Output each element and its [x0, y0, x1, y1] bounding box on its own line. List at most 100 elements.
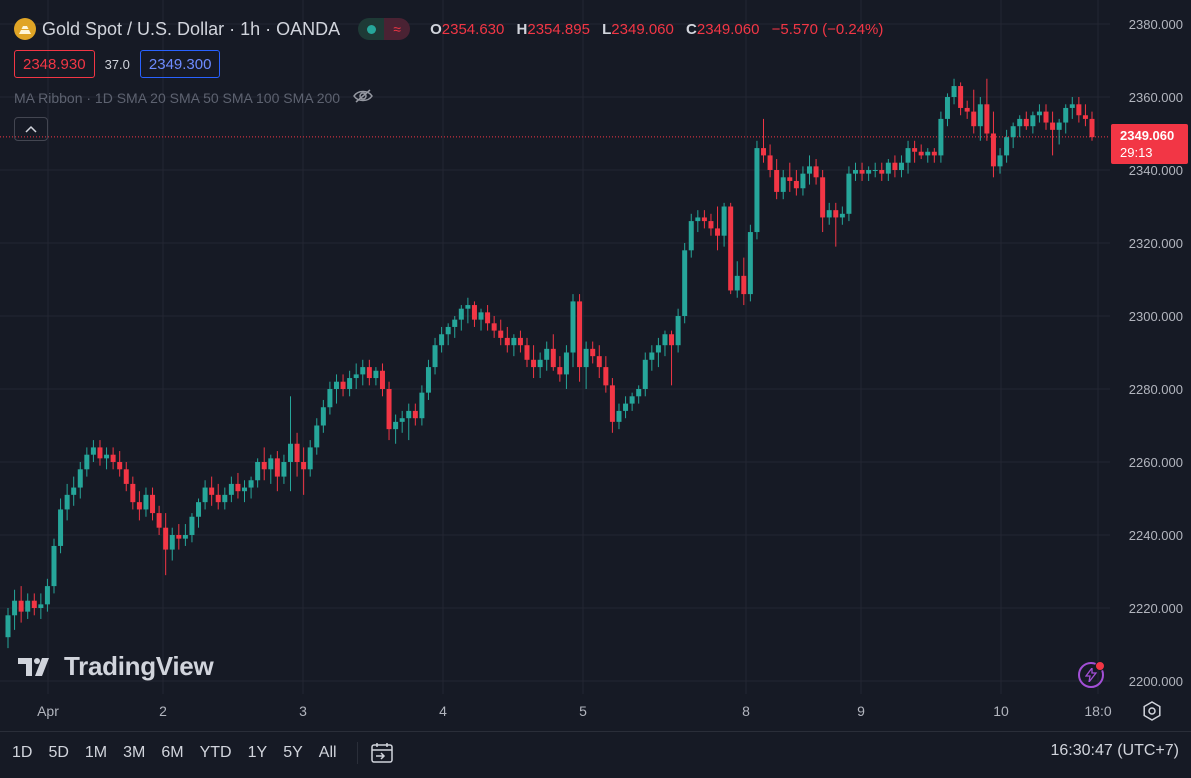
- candle-up: [314, 418, 320, 455]
- candle-down: [491, 316, 497, 338]
- range-1d-button[interactable]: 1D: [12, 744, 33, 761]
- chart-settings-button[interactable]: [1141, 700, 1163, 727]
- candle-up: [800, 166, 806, 196]
- candle-down: [123, 462, 129, 492]
- candle-up: [373, 367, 379, 386]
- range-5y-button[interactable]: 5Y: [283, 744, 303, 761]
- candle-up: [649, 345, 655, 371]
- candle-down: [669, 330, 675, 386]
- candle-up: [38, 593, 44, 619]
- price-tick-label: 2260.000: [1129, 455, 1183, 470]
- candle-up: [511, 334, 517, 357]
- gold-symbol-icon[interactable]: [14, 18, 36, 40]
- candle-down: [1023, 111, 1029, 130]
- candle-down: [728, 202, 734, 295]
- range-all-button[interactable]: All: [318, 744, 337, 761]
- candle-up: [721, 202, 727, 247]
- candle-up: [977, 97, 983, 141]
- candle-down: [984, 78, 990, 141]
- range-5d-button[interactable]: 5D: [48, 744, 69, 761]
- indicator-label: MA Ribbon · 1D SMA 20 SMA 50 SMA 100 SMA…: [14, 89, 341, 106]
- candle-up: [636, 385, 642, 404]
- candle-down: [1089, 111, 1095, 141]
- market-open-icon: [358, 18, 385, 40]
- candle-down: [235, 472, 241, 499]
- data-delay-icon: ≈: [384, 18, 411, 40]
- candle-up: [623, 396, 629, 419]
- candle-down: [31, 593, 37, 616]
- last-price-value: 2349.060: [1120, 128, 1175, 143]
- open-value: 2354.630: [441, 20, 505, 38]
- bottom-toolbar: 1D 5D 1M 3M 6M YTD 1Y 5Y All 16:30:47 (U…: [0, 731, 1191, 778]
- candle-up: [307, 440, 313, 477]
- goto-date-button[interactable]: [370, 742, 394, 764]
- candle-up: [826, 202, 832, 225]
- price-tick-label: 2360.000: [1129, 90, 1183, 105]
- price-axis: 2200.000 2220.000 2240.000 2260.000 2280.000…: [1129, 17, 1183, 689]
- candle-down: [274, 451, 280, 492]
- trade-panel: 2348.930 37.0 2349.300: [14, 50, 221, 78]
- candle-down: [603, 356, 609, 393]
- spread-value: 37.0: [104, 56, 130, 72]
- price-tick-label: 2380.000: [1129, 17, 1183, 32]
- sell-button[interactable]: 2348.930: [14, 50, 95, 78]
- change-value: −5.570 (−0.24%): [771, 20, 884, 38]
- candle-up: [997, 148, 1003, 174]
- candle-up: [872, 162, 878, 178]
- candle-down: [550, 334, 556, 371]
- candle-up: [143, 487, 149, 517]
- range-3m-button[interactable]: 3M: [123, 744, 146, 761]
- range-6m-button[interactable]: 6M: [161, 744, 184, 761]
- indicator-legend[interactable]: MA Ribbon · 1D SMA 20 SMA 50 SMA 100 SMA…: [14, 88, 374, 107]
- candle-down: [163, 513, 169, 576]
- candle-up: [852, 162, 858, 181]
- candle-down: [1076, 97, 1082, 123]
- candle-down: [97, 440, 103, 466]
- range-1m-button[interactable]: 1M: [84, 744, 108, 761]
- flash-button[interactable]: [1078, 661, 1105, 688]
- range-1y-button[interactable]: 1Y: [247, 744, 268, 761]
- close-key: C: [686, 20, 697, 38]
- candle-down: [498, 319, 504, 346]
- candle-down: [701, 210, 707, 229]
- candle-down: [971, 89, 977, 134]
- candle-up: [333, 374, 339, 404]
- price-grid: [0, 0, 1110, 694]
- candle-down: [18, 586, 24, 623]
- candle-down: [412, 403, 418, 426]
- candle-down: [294, 432, 300, 477]
- candle-down: [209, 476, 215, 506]
- candle-down: [774, 159, 780, 200]
- high-value: 2354.895: [527, 20, 590, 38]
- time-tick-label: 2: [159, 703, 167, 719]
- candle-up: [439, 326, 445, 353]
- candle-down: [386, 381, 392, 441]
- candle-up: [281, 454, 287, 484]
- candle-down: [609, 378, 615, 433]
- calendar-goto-icon: [370, 743, 393, 763]
- hidden-eye-icon[interactable]: [352, 88, 374, 107]
- time-tick-label: 18:0: [1084, 703, 1111, 719]
- candle-down: [261, 447, 267, 481]
- candle-up: [675, 308, 681, 353]
- last-price-tag: 2349.060 29:13: [1111, 124, 1188, 164]
- range-ytd-button[interactable]: YTD: [199, 744, 232, 761]
- symbol-title[interactable]: Gold Spot / U.S. Dollar · 1h · OANDA: [42, 18, 341, 39]
- candle-up: [925, 148, 931, 163]
- timezone-clock[interactable]: 16:30:47 (UTC+7): [1050, 742, 1179, 759]
- candlestick-chart[interactable]: 2200.000 2220.000 2240.000 2260.000 2280.000…: [0, 0, 1191, 731]
- candle-down: [820, 170, 826, 233]
- candle-up: [1069, 97, 1075, 119]
- candle-up: [563, 345, 569, 389]
- candle-up: [1030, 111, 1036, 134]
- candle-down: [1050, 111, 1056, 156]
- market-status-pill[interactable]: ≈: [358, 18, 411, 40]
- high-key: H: [516, 20, 528, 38]
- candle-up: [51, 538, 57, 594]
- candle-up: [682, 243, 688, 324]
- buy-button[interactable]: 2349.300: [139, 50, 221, 78]
- tradingview-logo[interactable]: TradingView: [18, 651, 214, 682]
- collapse-legend-button[interactable]: [14, 117, 48, 141]
- candle-down: [918, 144, 924, 160]
- open-key: O: [430, 20, 442, 38]
